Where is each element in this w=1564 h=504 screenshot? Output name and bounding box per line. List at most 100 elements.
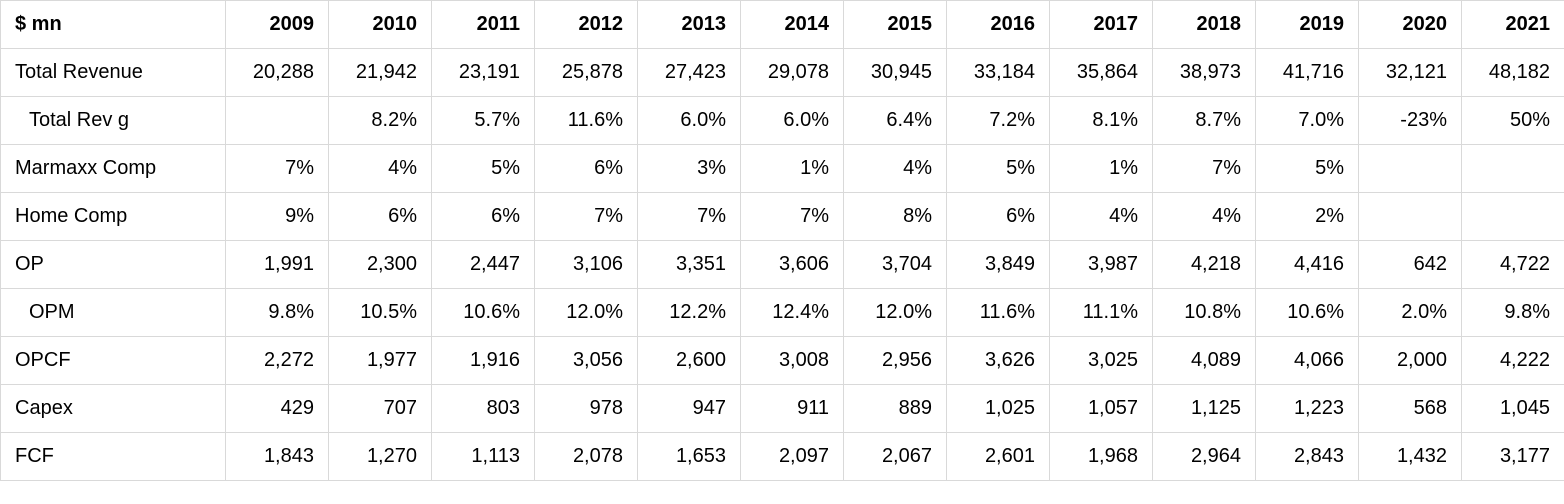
cell-value: 7% [638, 193, 741, 241]
cell-value: 20,288 [226, 49, 329, 97]
cell-value: 9.8% [226, 289, 329, 337]
row-label: OPCF [1, 337, 226, 385]
cell-value: 3% [638, 145, 741, 193]
cell-value: 6.0% [741, 97, 844, 145]
year-header: 2015 [844, 1, 947, 49]
cell-value: 1,977 [329, 337, 432, 385]
cell-value: 1% [1050, 145, 1153, 193]
cell-value: 2.0% [1359, 289, 1462, 337]
year-header: 2014 [741, 1, 844, 49]
financial-table: $ mn 20092010201120122013201420152016201… [0, 0, 1564, 481]
table-row: OPM9.8%10.5%10.6%12.0%12.2%12.4%12.0%11.… [1, 289, 1564, 337]
cell-value: 5.7% [432, 97, 535, 145]
cell-value: 911 [741, 385, 844, 433]
cell-value: 10.6% [1256, 289, 1359, 337]
cell-value [1462, 193, 1564, 241]
cell-value: 2,964 [1153, 433, 1256, 481]
cell-value: 48,182 [1462, 49, 1564, 97]
table-row: Marmaxx Comp7%4%5%6%3%1%4%5%1%7%5% [1, 145, 1564, 193]
cell-value: 6% [329, 193, 432, 241]
cell-value: 6% [535, 145, 638, 193]
cell-value: 7% [1153, 145, 1256, 193]
cell-value: 2,600 [638, 337, 741, 385]
cell-value: 1,270 [329, 433, 432, 481]
cell-value: 9.8% [1462, 289, 1564, 337]
cell-value: 4,066 [1256, 337, 1359, 385]
table-row: Capex4297078039789479118891,0251,0571,12… [1, 385, 1564, 433]
cell-value: 8% [844, 193, 947, 241]
cell-value: 7.0% [1256, 97, 1359, 145]
cell-value [1462, 145, 1564, 193]
cell-value: 30,945 [844, 49, 947, 97]
year-header: 2018 [1153, 1, 1256, 49]
cell-value: 3,025 [1050, 337, 1153, 385]
cell-value: 33,184 [947, 49, 1050, 97]
cell-value: 11.6% [535, 97, 638, 145]
cell-value: 1,223 [1256, 385, 1359, 433]
table-header: $ mn 20092010201120122013201420152016201… [1, 1, 1564, 49]
cell-value: 3,849 [947, 241, 1050, 289]
cell-value: 803 [432, 385, 535, 433]
cell-value: 1,916 [432, 337, 535, 385]
cell-value [1359, 145, 1462, 193]
cell-value: 8.2% [329, 97, 432, 145]
cell-value: 429 [226, 385, 329, 433]
cell-value: 1,968 [1050, 433, 1153, 481]
cell-value: 1,653 [638, 433, 741, 481]
cell-value: 4% [1153, 193, 1256, 241]
cell-value: 5% [1256, 145, 1359, 193]
header-row: $ mn 20092010201120122013201420152016201… [1, 1, 1564, 49]
cell-value: 568 [1359, 385, 1462, 433]
cell-value: 2,067 [844, 433, 947, 481]
year-header: 2009 [226, 1, 329, 49]
cell-value: 2,601 [947, 433, 1050, 481]
cell-value: 6% [947, 193, 1050, 241]
year-header: 2012 [535, 1, 638, 49]
cell-value: 12.4% [741, 289, 844, 337]
cell-value: 2,300 [329, 241, 432, 289]
cell-value: 6.4% [844, 97, 947, 145]
cell-value: 23,191 [432, 49, 535, 97]
cell-value [226, 97, 329, 145]
cell-value: 11.1% [1050, 289, 1153, 337]
cell-value: 38,973 [1153, 49, 1256, 97]
cell-value: 1,113 [432, 433, 535, 481]
cell-value: 3,351 [638, 241, 741, 289]
cell-value: 8.7% [1153, 97, 1256, 145]
cell-value: 35,864 [1050, 49, 1153, 97]
cell-value: 12.0% [844, 289, 947, 337]
table-row: Total Rev g8.2%5.7%11.6%6.0%6.0%6.4%7.2%… [1, 97, 1564, 145]
cell-value: 4% [1050, 193, 1153, 241]
cell-value: 41,716 [1256, 49, 1359, 97]
cell-value: 2% [1256, 193, 1359, 241]
cell-value: 4,722 [1462, 241, 1564, 289]
cell-value: 1,057 [1050, 385, 1153, 433]
cell-value: 3,056 [535, 337, 638, 385]
cell-value: 4% [329, 145, 432, 193]
cell-value: 6% [432, 193, 535, 241]
cell-value: 3,008 [741, 337, 844, 385]
cell-value: 7% [741, 193, 844, 241]
cell-value: 50% [1462, 97, 1564, 145]
cell-value: 4,416 [1256, 241, 1359, 289]
cell-value: 11.6% [947, 289, 1050, 337]
cell-value: 707 [329, 385, 432, 433]
cell-value: 3,606 [741, 241, 844, 289]
cell-value: 8.1% [1050, 97, 1153, 145]
row-label: FCF [1, 433, 226, 481]
cell-value: 29,078 [741, 49, 844, 97]
cell-value: 12.2% [638, 289, 741, 337]
cell-value: 7% [226, 145, 329, 193]
year-header: 2010 [329, 1, 432, 49]
cell-value: 2,078 [535, 433, 638, 481]
cell-value: 1,125 [1153, 385, 1256, 433]
cell-value: 4% [844, 145, 947, 193]
cell-value: 9% [226, 193, 329, 241]
table-row: Home Comp9%6%6%7%7%7%8%6%4%4%2% [1, 193, 1564, 241]
row-label: Marmaxx Comp [1, 145, 226, 193]
cell-value: 5% [947, 145, 1050, 193]
row-label: Total Revenue [1, 49, 226, 97]
cell-value: 1,432 [1359, 433, 1462, 481]
row-label: OP [1, 241, 226, 289]
cell-value: 3,177 [1462, 433, 1564, 481]
